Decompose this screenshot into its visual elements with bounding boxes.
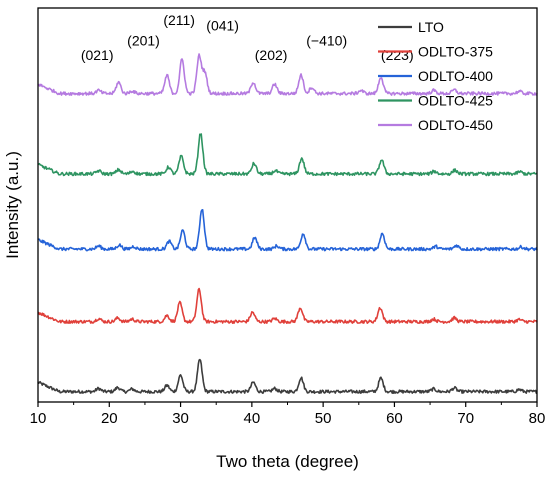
series-line-odlto-425 (37, 133, 538, 177)
legend-label: ODLTO-425 (418, 93, 493, 109)
legend-label: LTO (418, 19, 444, 35)
peak-label: (041) (206, 17, 239, 33)
series-line-lto (37, 358, 538, 394)
series-line-odlto-450 (37, 53, 538, 96)
axes: 10 20 30 40 50 60 70 80 (30, 7, 546, 427)
x-axis-title: Two theta (degree) (216, 452, 359, 471)
x-tick-label: 60 (386, 410, 403, 427)
peak-label: (021) (81, 47, 114, 63)
x-tick-label: 70 (457, 410, 474, 427)
peak-label: (201) (127, 32, 160, 48)
x-tick-label: 20 (101, 410, 118, 427)
series-line-odlto-375 (37, 287, 538, 324)
x-tick-label: 50 (315, 410, 332, 427)
legend-label: ODLTO-450 (418, 117, 493, 133)
legend-label: ODLTO-400 (418, 68, 493, 84)
peak-label: (−410) (306, 32, 347, 48)
peak-label: (211) (163, 12, 195, 28)
peak-label: (223) (381, 47, 414, 63)
x-tick-label: 10 (30, 410, 47, 427)
x-tick-label: 40 (244, 410, 261, 427)
series-line-odlto-400 (37, 208, 538, 252)
peak-label: (202) (255, 47, 288, 63)
plot-area (37, 53, 538, 394)
x-tick-label: 80 (529, 410, 546, 427)
legend-label: ODLTO-375 (418, 44, 493, 60)
peak-annotations: (021) (201)(211) (041) (202) (−410) (223) (81, 12, 414, 63)
legend: LTO ODLTO-375 ODLTO-400 ODLTO-425 ODLTO-450 (378, 19, 493, 133)
y-axis-title: Intensity (a.u.) (3, 151, 22, 259)
x-tick-label: 30 (172, 410, 189, 427)
